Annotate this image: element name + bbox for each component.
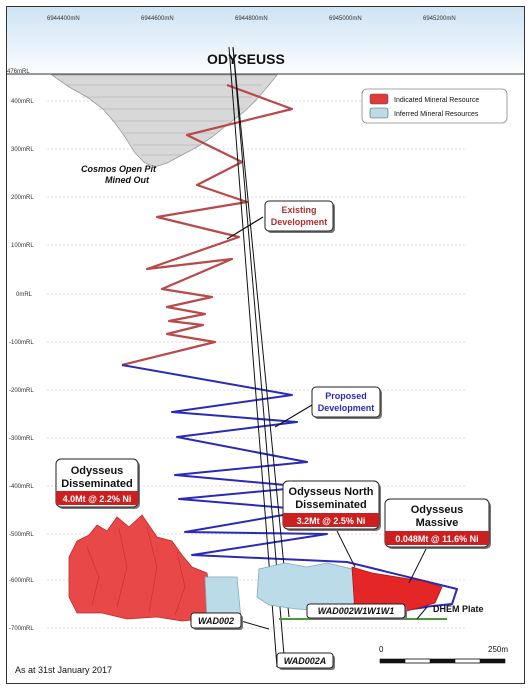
northing-label-1: 6944400mN [47, 16, 80, 22]
rl-label: 476mRL [7, 69, 30, 75]
disseminated-callout: Odysseus Disseminated 4.0Mt @ 2.2% Ni [55, 458, 140, 509]
wad002w-callout: WAD002W1W1W1 [306, 603, 407, 620]
rl-label: -500mRL [9, 532, 34, 538]
massive-callout: Odysseus Massive 0.048Mt @ 11.6% Ni [384, 498, 491, 584]
rl-labels: 476mRL 400mRL 300mRL 200mRL 100mRL 0mRL … [7, 69, 34, 632]
legend-inferred-label: Inferred Mineral Resources [394, 111, 479, 118]
existing-development-callout: Existing Development [226, 200, 335, 240]
proposed-dev-line2: Development [318, 403, 375, 413]
wad002a-label: WAD002A [284, 656, 327, 666]
existing-development-decline [121, 83, 294, 367]
cross-section-diagram: 6944400mN 6944600mN 6944800mN 6945000mN … [7, 16, 524, 675]
drill-traces [228, 46, 290, 668]
north-disseminated-callout: Odysseus North Disseminated 3.2Mt @ 2.5%… [282, 480, 381, 568]
rl-label: 0mRL [16, 292, 33, 298]
open-pit-label-line1: Cosmos Open Pit [81, 164, 157, 174]
northing-label-5: 6945200mN [423, 16, 456, 22]
rl-label: 400mRL [11, 99, 34, 105]
northing-label-4: 6945000mN [329, 16, 362, 22]
existing-dev-line1: Existing [281, 205, 316, 215]
scale-end-label: 250m [488, 645, 508, 654]
wad002a-callout: WAD002A [276, 652, 335, 670]
rl-label: -400mRL [9, 484, 34, 490]
disseminated-line1: Odysseus [71, 465, 124, 477]
north-grade: 3.2Mt @ 2.5% Ni [297, 516, 366, 526]
rl-label: -100mRL [9, 340, 34, 346]
open-pit-benches [67, 84, 262, 156]
rl-label: 100mRL [11, 243, 34, 249]
legend-indicated-swatch [369, 93, 389, 105]
rl-label: 300mRL [11, 147, 34, 153]
massive-line2: Massive [416, 517, 459, 529]
wad002-label: WAD002 [198, 616, 234, 626]
rl-label: -300mRL [9, 436, 34, 442]
legend-indicated-label: Indicated Mineral Resource [394, 97, 479, 104]
scale-start-label: 0 [379, 645, 384, 654]
northing-labels: 6944400mN 6944600mN 6944800mN 6945000mN … [47, 16, 456, 22]
existing-dev-line2: Development [271, 217, 328, 227]
dhem-leader [416, 606, 428, 620]
massive-grade: 0.048Mt @ 11.6% Ni [395, 534, 478, 544]
legend-inferred-swatch [369, 107, 389, 119]
disseminated-grade-band [56, 491, 138, 505]
rl-label: -200mRL [9, 388, 34, 394]
section-title: ODYSEUSS [207, 51, 285, 67]
legend: Indicated Mineral Resource Inferred Mine… [361, 88, 508, 124]
massive-grade-band [385, 531, 489, 545]
disseminated-texture [86, 526, 186, 616]
wad002-callout: WAD002 [190, 612, 270, 630]
proposed-development-callout: Proposed Development [274, 386, 382, 428]
wad002w-label: WAD002W1W1W1 [318, 606, 395, 616]
odysseus-disseminated-indicated [68, 514, 213, 622]
open-pit-label-line2: Mined Out [105, 175, 150, 185]
north-line2: Disseminated [295, 499, 367, 511]
rl-label: -700mRL [9, 626, 34, 632]
rl-label: 200mRL [11, 195, 34, 201]
northing-label-2: 6944600mN [141, 16, 174, 22]
north-grade-band [283, 513, 379, 527]
scale-bar: 0 250m [379, 645, 508, 664]
north-line1: Odysseus North [289, 486, 374, 498]
section-frame: 6944400mN 6944600mN 6944800mN 6945000mN … [6, 6, 525, 684]
northing-label-3: 6944800mN [235, 16, 268, 22]
disseminated-grade: 4.0Mt @ 2.2% Ni [63, 494, 132, 504]
massive-line1: Odysseus [411, 504, 464, 516]
dhem-label: DHEM Plate [433, 604, 484, 614]
rl-label: -600mRL [9, 578, 34, 584]
proposed-dev-line1: Proposed [325, 391, 367, 401]
disseminated-line2: Disseminated [61, 478, 133, 490]
date-note: As at 31st January 2017 [15, 665, 112, 675]
